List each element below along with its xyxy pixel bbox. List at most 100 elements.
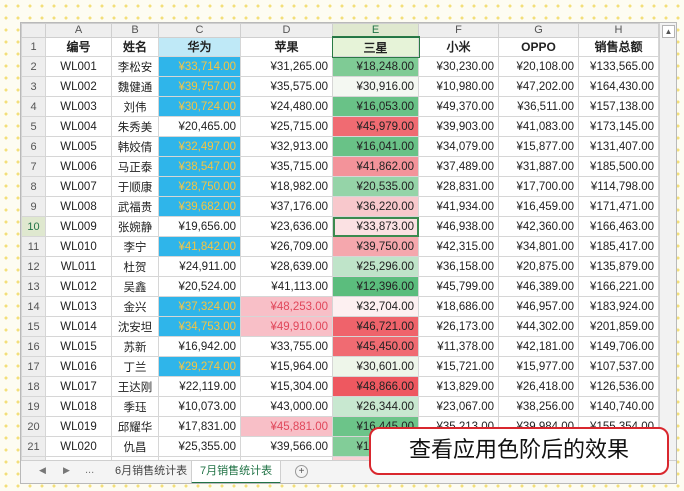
- cell-samsung[interactable]: ¥12,396.00: [332, 276, 419, 297]
- cell-oppo[interactable]: ¥31,887.00: [498, 156, 579, 177]
- cell-total[interactable]: ¥114,798.00: [578, 176, 659, 197]
- row-number[interactable]: 18: [21, 376, 46, 397]
- row-number[interactable]: 15: [21, 316, 46, 337]
- cell-xiaomi[interactable]: ¥10,980.00: [418, 76, 499, 97]
- cell-xiaomi[interactable]: ¥39,903.00: [418, 116, 499, 137]
- row-number[interactable]: 21: [21, 436, 46, 457]
- cell-apple[interactable]: ¥49,910.00: [240, 316, 333, 337]
- cell-apple[interactable]: ¥48,253.00: [240, 296, 333, 317]
- cell-id[interactable]: WL004: [45, 116, 112, 137]
- tab-june-sales[interactable]: 6月销售统计表: [107, 461, 197, 482]
- more-sheets-button[interactable]: ...: [85, 464, 95, 476]
- cell-oppo[interactable]: ¥17,700.00: [498, 176, 579, 197]
- cell-name[interactable]: 杜贺: [111, 256, 159, 277]
- cell-apple[interactable]: ¥23,636.00: [240, 216, 333, 237]
- cell-total[interactable]: ¥131,407.00: [578, 136, 659, 157]
- cell-total[interactable]: ¥140,740.00: [578, 396, 659, 417]
- cell-oppo[interactable]: ¥41,083.00: [498, 116, 579, 137]
- cell-apple[interactable]: ¥43,000.00: [240, 396, 333, 417]
- cell-total[interactable]: ¥185,500.00: [578, 156, 659, 177]
- cell-id[interactable]: WL010: [45, 236, 112, 257]
- column-header-b[interactable]: B: [111, 23, 159, 38]
- cell-name[interactable]: 邱耀华: [111, 416, 159, 437]
- cell-name[interactable]: 韩姣倩: [111, 136, 159, 157]
- cell-huawei[interactable]: ¥28,750.00: [158, 176, 241, 197]
- column-header-d[interactable]: D: [240, 23, 333, 38]
- cell-oppo[interactable]: ¥26,418.00: [498, 376, 579, 397]
- cell-name[interactable]: 魏健通: [111, 76, 159, 97]
- cell-name[interactable]: 金兴: [111, 296, 159, 317]
- cell-xiaomi[interactable]: ¥42,315.00: [418, 236, 499, 257]
- column-title[interactable]: 华为: [158, 36, 241, 57]
- cell-xiaomi[interactable]: ¥23,067.00: [418, 396, 499, 417]
- row-number[interactable]: 5: [21, 116, 46, 137]
- column-header-f[interactable]: F: [418, 23, 499, 38]
- cell-xiaomi[interactable]: ¥36,158.00: [418, 256, 499, 277]
- row-number[interactable]: 3: [21, 76, 46, 97]
- column-title[interactable]: OPPO: [498, 36, 579, 57]
- cell-samsung[interactable]: ¥33,873.00: [332, 216, 419, 237]
- cell-apple[interactable]: ¥31,265.00: [240, 56, 333, 77]
- column-header-c[interactable]: C: [158, 23, 241, 38]
- cell-apple[interactable]: ¥33,755.00: [240, 336, 333, 357]
- cell-xiaomi[interactable]: ¥41,934.00: [418, 196, 499, 217]
- cell-total[interactable]: ¥171,471.00: [578, 196, 659, 217]
- cell-huawei[interactable]: ¥39,757.00: [158, 76, 241, 97]
- cell-name[interactable]: 张婉静: [111, 216, 159, 237]
- cell-xiaomi[interactable]: ¥13,829.00: [418, 376, 499, 397]
- cell-huawei[interactable]: ¥22,119.00: [158, 376, 241, 397]
- cell-oppo[interactable]: ¥42,360.00: [498, 216, 579, 237]
- cell-xiaomi[interactable]: ¥11,378.00: [418, 336, 499, 357]
- cell-total[interactable]: ¥166,221.00: [578, 276, 659, 297]
- cell-total[interactable]: ¥164,430.00: [578, 76, 659, 97]
- select-all-corner[interactable]: [21, 23, 46, 38]
- cell-huawei[interactable]: ¥20,465.00: [158, 116, 241, 137]
- cell-apple[interactable]: ¥45,881.00: [240, 416, 333, 437]
- cell-oppo[interactable]: ¥42,181.00: [498, 336, 579, 357]
- cell-apple[interactable]: ¥41,113.00: [240, 276, 333, 297]
- column-title[interactable]: 姓名: [111, 36, 159, 57]
- cell-total[interactable]: ¥133,565.00: [578, 56, 659, 77]
- cell-apple[interactable]: ¥39,566.00: [240, 436, 333, 457]
- column-header-g[interactable]: G: [498, 23, 579, 38]
- scroll-up-icon[interactable]: ▲: [662, 25, 675, 38]
- row-number[interactable]: 14: [21, 296, 46, 317]
- column-title[interactable]: 销售总额: [578, 36, 659, 57]
- cell-xiaomi[interactable]: ¥45,799.00: [418, 276, 499, 297]
- row-number[interactable]: 17: [21, 356, 46, 377]
- cell-xiaomi[interactable]: ¥28,831.00: [418, 176, 499, 197]
- cell-id[interactable]: WL002: [45, 76, 112, 97]
- cell-oppo[interactable]: ¥36,511.00: [498, 96, 579, 117]
- cell-name[interactable]: 李宁: [111, 236, 159, 257]
- cell-huawei[interactable]: ¥20,524.00: [158, 276, 241, 297]
- cell-id[interactable]: WL018: [45, 396, 112, 417]
- cell-name[interactable]: 沈安坦: [111, 316, 159, 337]
- cell-huawei[interactable]: ¥30,724.00: [158, 96, 241, 117]
- column-title[interactable]: 编号: [45, 36, 112, 57]
- cell-samsung[interactable]: ¥46,721.00: [332, 316, 419, 337]
- cell-id[interactable]: WL012: [45, 276, 112, 297]
- cell-total[interactable]: ¥126,536.00: [578, 376, 659, 397]
- column-header-a[interactable]: A: [45, 23, 112, 38]
- cell-xiaomi[interactable]: ¥18,686.00: [418, 296, 499, 317]
- row-number[interactable]: 8: [21, 176, 46, 197]
- column-title[interactable]: 苹果: [240, 36, 333, 57]
- cell-apple[interactable]: ¥18,982.00: [240, 176, 333, 197]
- prev-sheet-icon[interactable]: ◀: [39, 465, 46, 475]
- cell-huawei[interactable]: ¥41,842.00: [158, 236, 241, 257]
- cell-total[interactable]: ¥135,879.00: [578, 256, 659, 277]
- cell-huawei[interactable]: ¥37,324.00: [158, 296, 241, 317]
- cell-xiaomi[interactable]: ¥30,230.00: [418, 56, 499, 77]
- cell-id[interactable]: WL006: [45, 156, 112, 177]
- cell-total[interactable]: ¥201,859.00: [578, 316, 659, 337]
- column-header-h[interactable]: H: [578, 23, 659, 38]
- cell-name[interactable]: 吴鑫: [111, 276, 159, 297]
- row-number[interactable]: 6: [21, 136, 46, 157]
- cell-samsung[interactable]: ¥16,053.00: [332, 96, 419, 117]
- cell-total[interactable]: ¥173,145.00: [578, 116, 659, 137]
- cell-samsung[interactable]: ¥30,916.00: [332, 76, 419, 97]
- cell-name[interactable]: 马正泰: [111, 156, 159, 177]
- cell-id[interactable]: WL003: [45, 96, 112, 117]
- cell-samsung[interactable]: ¥25,296.00: [332, 256, 419, 277]
- cell-huawei[interactable]: ¥38,547.00: [158, 156, 241, 177]
